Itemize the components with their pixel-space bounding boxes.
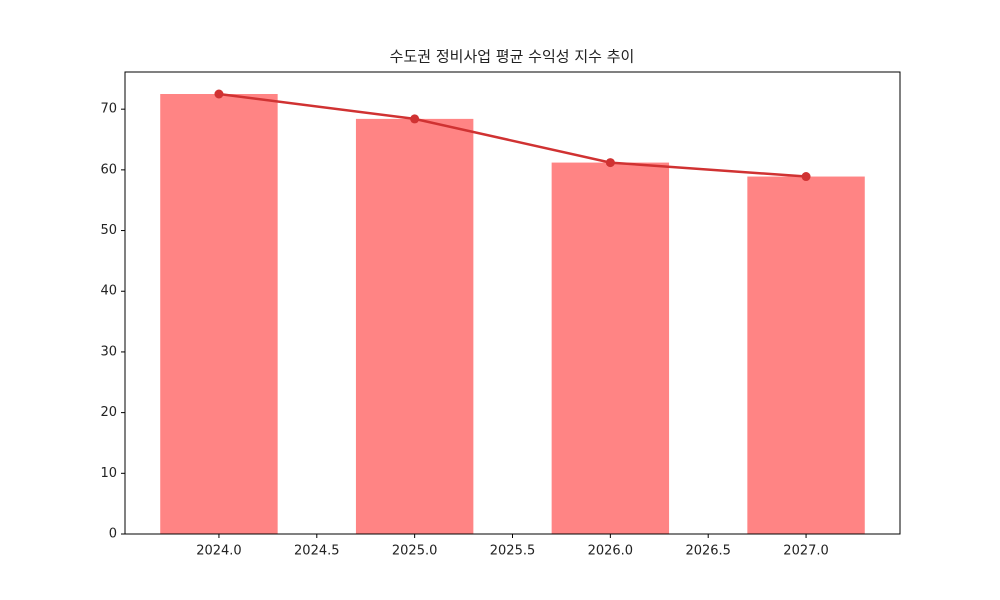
x-tick-label: 2025.5 — [490, 544, 536, 559]
x-tick-label: 2025.0 — [392, 544, 438, 559]
line-point — [214, 89, 224, 99]
line-point — [605, 158, 615, 168]
bar — [551, 162, 670, 534]
y-tick-label: 10 — [100, 466, 117, 481]
y-tick-label: 60 — [100, 162, 117, 177]
line-point — [801, 172, 811, 182]
y-tick-label: 0 — [109, 527, 117, 542]
line — [218, 92, 807, 178]
x-tick-label: 2024.5 — [294, 544, 340, 559]
line-point — [410, 114, 420, 124]
x-tick-label: 2026.5 — [685, 544, 731, 559]
x-tick-label: 2026.0 — [588, 544, 634, 559]
bar — [160, 94, 278, 534]
chart-title: 수도권 정비사업 평균 수익성 지수 추이 — [390, 48, 635, 66]
y-tick-label: 50 — [100, 223, 117, 238]
bar — [747, 176, 865, 534]
bar — [355, 118, 474, 535]
y-tick-label: 30 — [100, 344, 117, 359]
x-tick-label: 2027.0 — [783, 544, 829, 559]
y-tick-label: 70 — [100, 102, 117, 117]
x-tick-label: 2024.0 — [196, 544, 242, 559]
y-tick-label: 20 — [100, 405, 117, 420]
y-tick-label: 40 — [100, 284, 117, 299]
plot-frame — [124, 71, 901, 535]
